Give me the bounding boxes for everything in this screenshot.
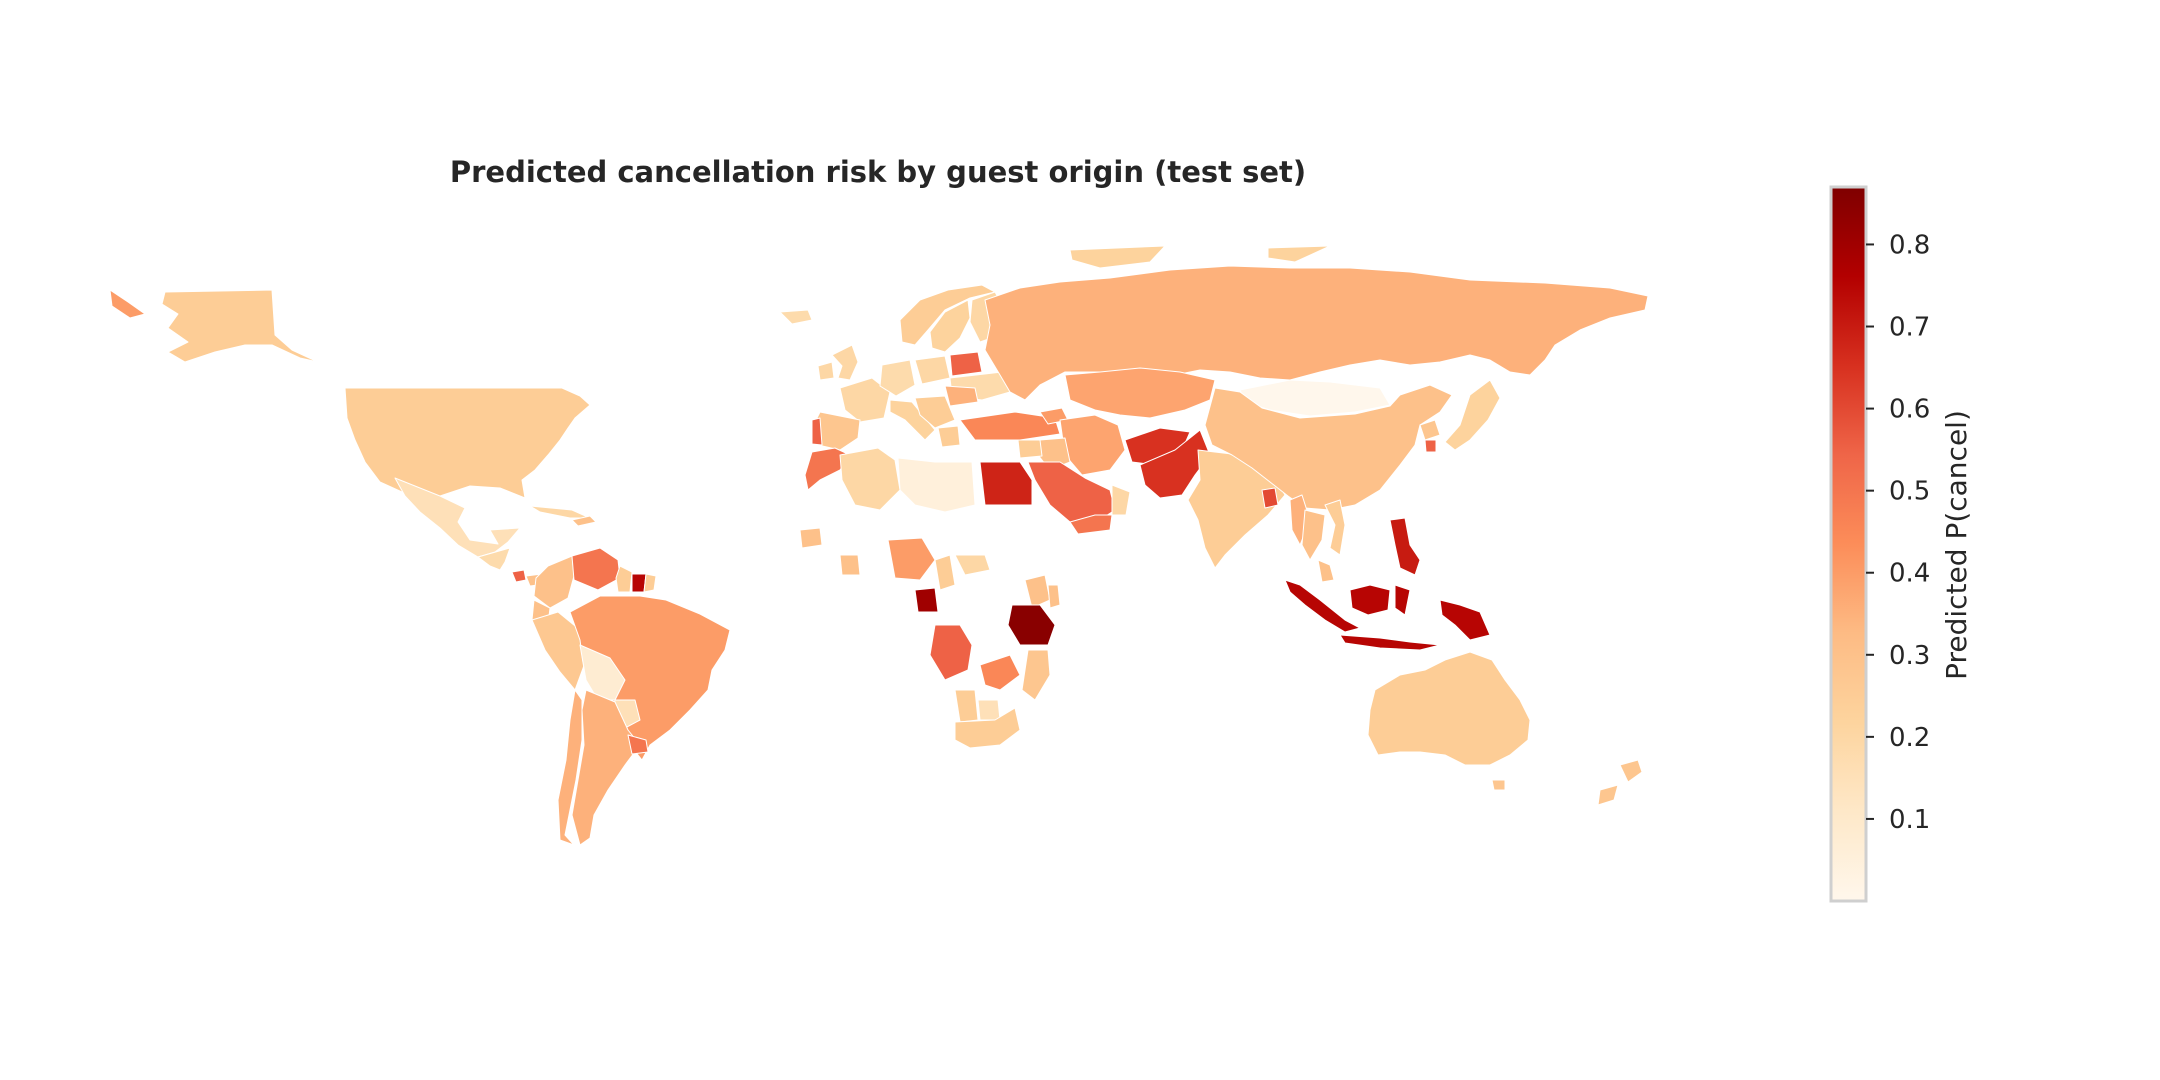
colorbar-tick-label: 0.5 bbox=[1889, 477, 1930, 507]
region-oman bbox=[1111, 484, 1131, 516]
region-alaska bbox=[161, 289, 319, 363]
region-iceland bbox=[779, 309, 813, 325]
region-guyana bbox=[615, 565, 633, 593]
region-united-states bbox=[344, 387, 591, 507]
region-vietnam bbox=[1324, 499, 1346, 556]
colorbar: 0.1 0.2 0.3 0.4 0.5 0.6 0.7 0.8 Predicted P(can… bbox=[1829, 185, 1973, 903]
region-ethiopia bbox=[1024, 574, 1051, 609]
region-costa-rica bbox=[511, 569, 527, 583]
region-greenland bbox=[1267, 245, 1331, 263]
region-mexico bbox=[394, 477, 521, 558]
region-italy bbox=[889, 399, 936, 441]
region-north-korea bbox=[1419, 419, 1441, 441]
region-bangladesh bbox=[1261, 487, 1279, 509]
region-chile bbox=[557, 689, 583, 846]
region-yemen bbox=[1069, 514, 1113, 535]
region-france bbox=[839, 377, 891, 423]
region-china bbox=[1204, 384, 1453, 511]
region-thailand bbox=[1301, 509, 1326, 561]
region-angola bbox=[929, 624, 973, 681]
region-malaysia bbox=[1317, 559, 1335, 583]
region-kenya bbox=[1047, 584, 1061, 609]
region-iran bbox=[1059, 414, 1126, 476]
colorbar-tick-label: 0.6 bbox=[1889, 395, 1930, 425]
region-australia bbox=[1367, 651, 1531, 766]
region-tanzania bbox=[1007, 604, 1056, 646]
region-egypt bbox=[979, 461, 1033, 506]
colorbar-tick-label: 0.1 bbox=[1889, 805, 1930, 835]
colorbar-ticks: 0.1 0.2 0.3 0.4 0.5 0.6 0.7 0.8 bbox=[1866, 230, 1930, 835]
region-botswana bbox=[977, 699, 1001, 721]
region-senegal bbox=[799, 527, 823, 549]
region-germany bbox=[879, 359, 916, 397]
region-south-africa bbox=[954, 707, 1021, 749]
region-nigeria bbox=[887, 537, 936, 581]
region-central-african-republic bbox=[954, 554, 991, 576]
region-french-guiana bbox=[643, 573, 657, 593]
region-syria bbox=[1017, 439, 1043, 459]
region-philippines bbox=[1389, 517, 1421, 576]
region-russia bbox=[984, 265, 1649, 401]
region-colombia bbox=[533, 555, 575, 609]
region-aleutians bbox=[109, 289, 146, 319]
world-map bbox=[109, 245, 1649, 846]
region-sweden bbox=[929, 299, 971, 353]
region-south-korea bbox=[1424, 439, 1437, 453]
region-libya bbox=[897, 457, 976, 513]
region-gabon bbox=[914, 587, 939, 613]
region-balkans bbox=[914, 395, 956, 429]
region-central-america bbox=[477, 547, 511, 571]
colorbar-tick-label: 0.7 bbox=[1889, 313, 1930, 343]
region-canada-arctic-islands bbox=[1069, 245, 1166, 269]
region-uruguay bbox=[627, 734, 649, 755]
chart-title: Predicted cancellation risk by guest ori… bbox=[450, 155, 1306, 189]
region-hispaniola bbox=[571, 515, 597, 527]
region-ghana bbox=[839, 554, 861, 576]
region-argentina bbox=[571, 689, 641, 846]
region-indonesia bbox=[1284, 579, 1441, 651]
region-ireland bbox=[817, 361, 835, 381]
region-greece bbox=[937, 425, 961, 448]
region-venezuela bbox=[571, 547, 621, 591]
region-cameroon bbox=[934, 554, 956, 591]
colorbar-tick-label: 0.2 bbox=[1889, 723, 1930, 753]
region-algeria bbox=[839, 447, 901, 511]
region-belarus bbox=[949, 351, 983, 377]
region-namibia bbox=[954, 689, 979, 723]
region-turkey bbox=[959, 411, 1061, 441]
colorbar-tick-label: 0.3 bbox=[1889, 641, 1930, 671]
region-new-zealand bbox=[1597, 759, 1643, 806]
region-peru bbox=[531, 611, 587, 691]
region-poland bbox=[914, 355, 951, 385]
region-zambia bbox=[979, 654, 1021, 691]
region-morocco bbox=[804, 447, 851, 491]
region-united-kingdom bbox=[831, 344, 859, 381]
region-japan bbox=[1444, 379, 1501, 451]
region-portugal bbox=[811, 417, 823, 446]
region-tasmania bbox=[1491, 779, 1506, 791]
region-mozambique bbox=[1021, 649, 1051, 701]
region-kazakhstan bbox=[1064, 367, 1216, 419]
region-papua-new-guinea bbox=[1439, 599, 1491, 641]
colorbar-gradient bbox=[1829, 185, 1868, 903]
region-norway bbox=[899, 284, 996, 346]
region-romania bbox=[944, 385, 979, 407]
region-pakistan bbox=[1139, 429, 1211, 499]
colorbar-tick-label: 0.4 bbox=[1889, 559, 1930, 589]
region-cuba bbox=[529, 505, 591, 519]
colorbar-label: Predicted P(cancel) bbox=[1940, 410, 1973, 680]
colorbar-tick-label: 0.8 bbox=[1889, 230, 1930, 260]
